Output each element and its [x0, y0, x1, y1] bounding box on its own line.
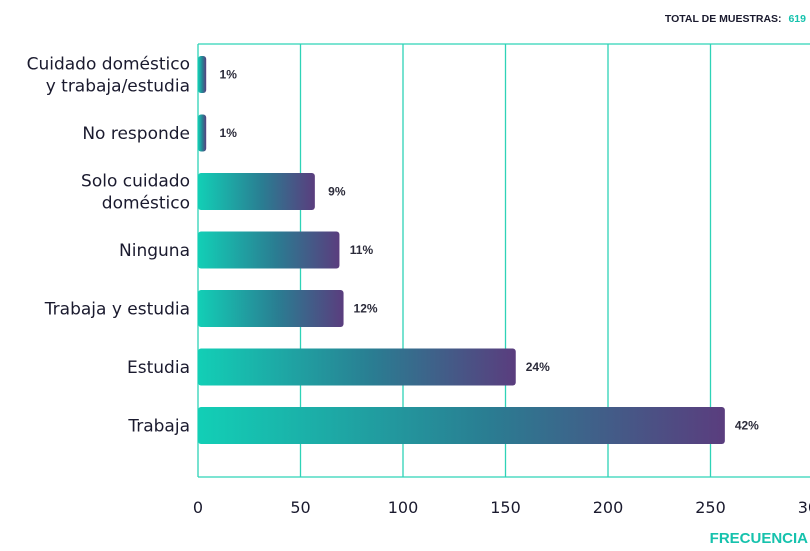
bar [198, 114, 207, 152]
data-label: 9% [328, 185, 346, 199]
category-label: Solo cuidado doméstico [81, 172, 190, 214]
x-tick-label: 150 [490, 498, 521, 517]
sample-note: TOTAL DE MUESTRAS: 619 [665, 13, 806, 25]
sample-note-label: TOTAL DE MUESTRAS: [665, 13, 782, 25]
bars [198, 56, 725, 444]
data-labels: 1% 1% 9% 11% 12% 24% 42% [220, 68, 760, 433]
category-label: Trabaja y estudia [44, 300, 190, 320]
x-tick-label: 0 [193, 498, 203, 517]
bar [198, 56, 207, 93]
category-label: Cuidado doméstico y trabaja/estudia [27, 55, 190, 97]
x-tick-label: 300 [798, 498, 810, 517]
data-label: 11% [350, 243, 374, 257]
data-label: 1% [220, 68, 238, 82]
bar [198, 348, 516, 386]
category-labels: Cuidado doméstico y trabaja/estudia No res… [27, 55, 190, 437]
data-label: 1% [220, 126, 238, 140]
bar [198, 290, 344, 327]
x-tick-label: 50 [290, 498, 310, 517]
data-label: 12% [354, 302, 378, 316]
sample-note-value: 619 [788, 13, 806, 25]
x-tick-labels: 0 50 100 150 200 250 300 [193, 498, 810, 517]
x-tick-label: 100 [388, 498, 419, 517]
x-tick-label: 250 [695, 498, 726, 517]
bar [198, 173, 315, 210]
category-label: Trabaja [127, 417, 190, 437]
bar [198, 231, 340, 269]
category-label: Estudia [127, 358, 190, 378]
data-label: 42% [735, 419, 759, 433]
data-label: 24% [526, 360, 550, 374]
grid [197, 43, 810, 478]
x-axis-label: FRECUENCIA [710, 530, 809, 547]
category-label: Ninguna [119, 241, 190, 261]
category-label: No responde [82, 124, 190, 144]
bar [198, 407, 725, 444]
x-tick-label: 200 [593, 498, 624, 517]
